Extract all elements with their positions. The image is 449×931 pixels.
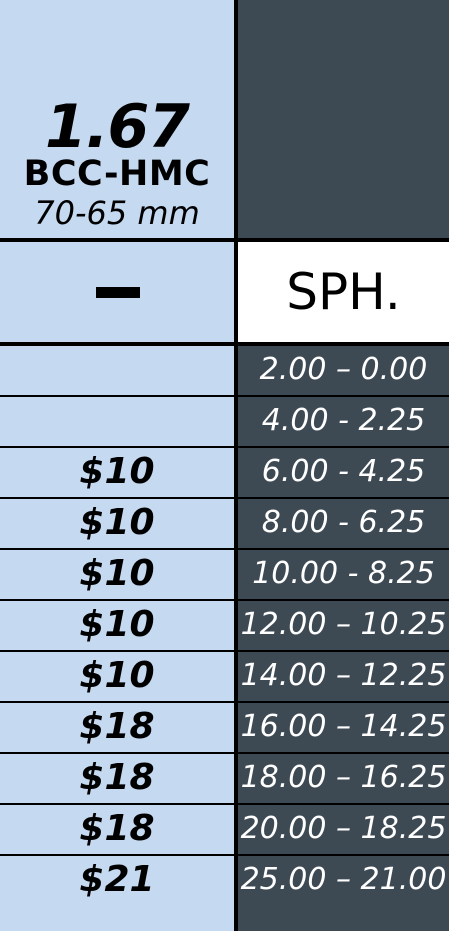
table-row: $10 6.00 - 4.25 [0,448,449,495]
lens-diameter-label: 70-65 mm [34,194,200,232]
row-price: $18 [79,757,155,798]
row-price: $10 [79,502,155,543]
row-price: $10 [79,655,155,696]
row-price: $10 [79,451,155,492]
row-divider [0,548,449,550]
lens-index-label: 1.67 [44,92,190,162]
sph-header-label: SPH. [286,263,401,321]
row-divider [0,395,449,397]
row-sph-range: 2.00 – 0.00 [259,352,428,387]
row-divider [0,497,449,499]
row-sph-range: 8.00 - 6.25 [261,505,426,540]
row-price: $10 [79,553,155,594]
lens-product-header: 1.67 BCC-HMC 70-65 mm [0,0,234,238]
row-divider [0,803,449,805]
row-sph-range: 25.00 – 21.00 [240,862,447,897]
minus-icon [96,287,140,298]
row-sph-range: 16.00 – 14.25 [240,709,447,744]
table-row: $10 10.00 - 8.25 [0,550,449,597]
row-divider [0,854,449,856]
row-sph-range: 6.00 - 4.25 [261,454,426,489]
table-row: $21 25.00 – 21.00 [0,856,449,903]
row-sph-range: 18.00 – 16.25 [240,760,447,795]
row-sph-range: 14.00 – 12.25 [240,658,447,693]
table-row: $18 20.00 – 18.25 [0,805,449,852]
table-row: $10 12.00 – 10.25 [0,601,449,648]
table-row: $18 18.00 – 16.25 [0,754,449,801]
header-divider [0,238,449,242]
table-row: 2.00 – 0.00 [0,346,449,393]
row-divider [0,701,449,703]
row-sph-range: 4.00 - 2.25 [261,403,426,438]
lens-coating-label: BCC-HMC [23,154,211,194]
table-row: $18 16.00 – 14.25 [0,703,449,750]
table-row: $10 14.00 – 12.25 [0,652,449,699]
row-price: $10 [79,604,155,645]
row-sph-range: 12.00 – 10.25 [240,607,447,642]
row-price [0,397,234,444]
column-divider [234,0,238,931]
row-divider [0,752,449,754]
row-sph-range: 10.00 - 8.25 [252,556,435,591]
table-row: $10 8.00 - 6.25 [0,499,449,546]
row-price: $18 [79,808,155,849]
sph-header-cell [238,242,449,342]
header-divider [0,342,449,346]
row-price [0,346,234,393]
row-divider [0,599,449,601]
table-row: 4.00 - 2.25 [0,397,449,444]
row-divider [0,446,449,448]
row-divider [0,650,449,652]
row-price: $18 [79,706,155,747]
row-price: $21 [79,859,155,900]
sph-column-background [238,0,449,931]
row-sph-range: 20.00 – 18.25 [240,811,447,846]
